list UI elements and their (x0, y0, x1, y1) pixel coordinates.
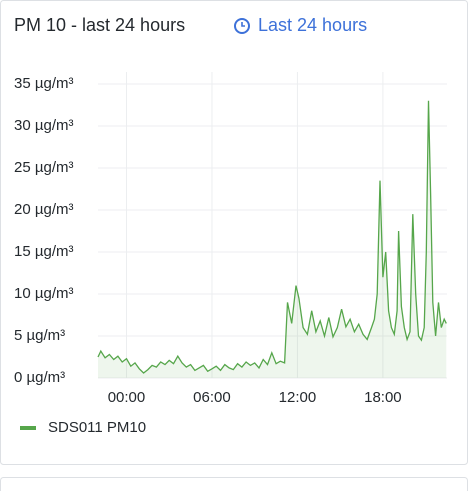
y-tick-label: 10 µg/m³ (14, 285, 74, 302)
y-tick-label: 30 µg/m³ (14, 117, 74, 134)
y-tick-label: 25 µg/m³ (14, 159, 74, 176)
next-panel-border (0, 477, 468, 491)
x-tick-label: 00:00 (108, 389, 146, 406)
panel-border (0, 0, 468, 465)
x-tick-label: 06:00 (193, 389, 231, 406)
y-tick-label: 0 µg/m³ (14, 369, 65, 386)
panel-title: PM 10 - last 24 hours (14, 15, 185, 35)
area (98, 100, 447, 379)
x-tick-label: 12:00 (279, 389, 317, 406)
time-range[interactable]: Last 24 hours (234, 15, 367, 35)
legend-label: SDS011 PM10 (48, 419, 146, 436)
time-range-label[interactable]: Last 24 hours (258, 15, 367, 35)
clock-icon (234, 18, 250, 34)
clock-hands (241, 22, 245, 27)
y-tick-label: 15 µg/m³ (14, 243, 74, 260)
y-tick-label: 20 µg/m³ (14, 201, 74, 218)
y-tick-label: 35 µg/m³ (14, 75, 74, 92)
x-tick-label: 18:00 (364, 389, 402, 406)
y-tick-label: 5 µg/m³ (14, 327, 65, 344)
line (97, 100, 447, 374)
